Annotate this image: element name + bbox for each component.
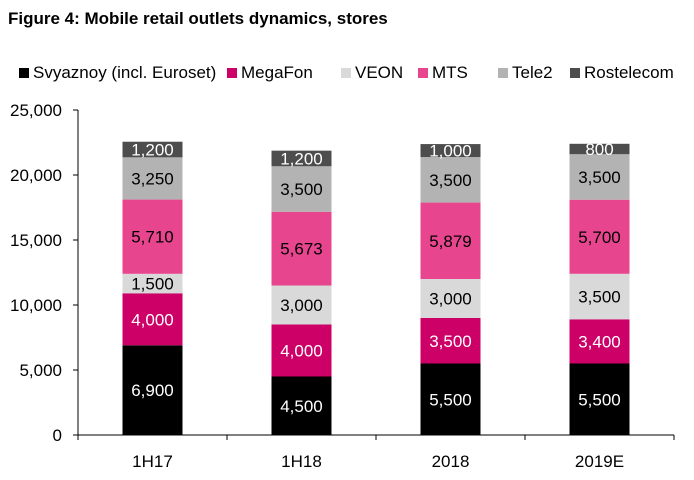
data-label: 3,500: [578, 168, 621, 187]
bar-segment: [271, 211, 332, 286]
y-tick-label: 0: [53, 426, 62, 445]
data-label: 3,000: [429, 290, 472, 309]
bar-segment: [271, 166, 332, 212]
data-label: 3,500: [578, 288, 621, 307]
chart-title: Figure 4: Mobile retail outlets dynamics…: [8, 9, 388, 28]
data-label: 1,200: [280, 149, 323, 168]
data-label: 5,500: [578, 390, 621, 409]
data-label: 5,710: [131, 228, 174, 247]
legend-swatch: [570, 68, 580, 78]
data-label: 1,500: [131, 275, 174, 294]
legend-swatch: [341, 68, 351, 78]
legend-swatch: [498, 68, 508, 78]
data-label: 800: [585, 140, 613, 159]
bar-segment: [271, 324, 332, 377]
y-tick-label: 15,000: [10, 231, 62, 250]
y-tick-label: 25,000: [10, 101, 62, 120]
data-label: 5,879: [429, 232, 472, 251]
bar-segment: [569, 199, 630, 274]
legend-label: Tele2: [512, 63, 553, 82]
y-tick-label: 5,000: [19, 361, 62, 380]
legend: Svyaznoy (incl. Euroset) MegaFon VEON MTS Te…: [19, 63, 674, 82]
bar-segment: [569, 363, 630, 435]
bar-segment: [569, 273, 630, 320]
y-tick-label: 10,000: [10, 296, 62, 315]
data-label: 5,673: [280, 240, 323, 259]
bar-segment: [122, 141, 183, 158]
legend-swatch: [227, 68, 237, 78]
x-tick-label: 1H17: [132, 452, 173, 471]
y-tick-label: 20,000: [10, 166, 62, 185]
bar-segment: [569, 319, 630, 364]
data-label: 5,700: [578, 228, 621, 247]
bar-segment: [271, 376, 332, 435]
bar-segment: [420, 157, 481, 203]
bar-segment: [420, 279, 481, 318]
data-label: 4,500: [280, 397, 323, 416]
bar-segment: [420, 318, 481, 364]
x-tick-label: 2019E: [575, 452, 624, 471]
bar-segment: [569, 143, 630, 155]
bar-segment: [420, 202, 481, 279]
data-label: 6,900: [131, 381, 174, 400]
legend-label: MegaFon: [241, 63, 313, 82]
x-axis: 1H17 1H18 2018 2019E: [77, 434, 675, 471]
bar-segment: [122, 293, 183, 346]
data-label: 3,500: [429, 332, 472, 351]
bars: 6,900 4,000 1,500 5,710 3,250 1,200 4,500 4,000…: [122, 140, 630, 435]
legend-swatch: [418, 68, 428, 78]
bar-segment: [271, 285, 332, 325]
legend-label: MTS: [432, 63, 468, 82]
bar-segment: [122, 273, 183, 294]
bar-segment: [420, 144, 481, 158]
legend-label: Rostelecom: [584, 63, 674, 82]
data-label: 3,000: [280, 296, 323, 315]
legend-label: Svyaznoy (incl. Euroset): [33, 63, 216, 82]
bar-segment: [569, 154, 630, 200]
bar-segment: [420, 363, 481, 435]
bar-segment: [122, 157, 183, 200]
bar-segment: [271, 150, 332, 167]
data-label: 3,250: [131, 169, 174, 188]
bar-segment: [122, 345, 183, 435]
x-tick-label: 1H18: [281, 452, 322, 471]
bar-segment: [122, 199, 183, 274]
data-label: 3,400: [578, 332, 621, 351]
legend-label: VEON: [355, 63, 403, 82]
data-label: 4,000: [131, 310, 174, 329]
legend-swatch: [19, 68, 29, 78]
data-label: 3,500: [280, 180, 323, 199]
data-label: 3,500: [429, 171, 472, 190]
data-label: 1,200: [131, 141, 174, 160]
y-axis: 0 5,000 10,000 15,000 20,000 25,000: [10, 101, 79, 445]
data-label: 1,000: [429, 142, 472, 161]
data-label: 4,000: [280, 342, 323, 361]
data-label: 5,500: [429, 390, 472, 409]
x-tick-label: 2018: [432, 452, 470, 471]
